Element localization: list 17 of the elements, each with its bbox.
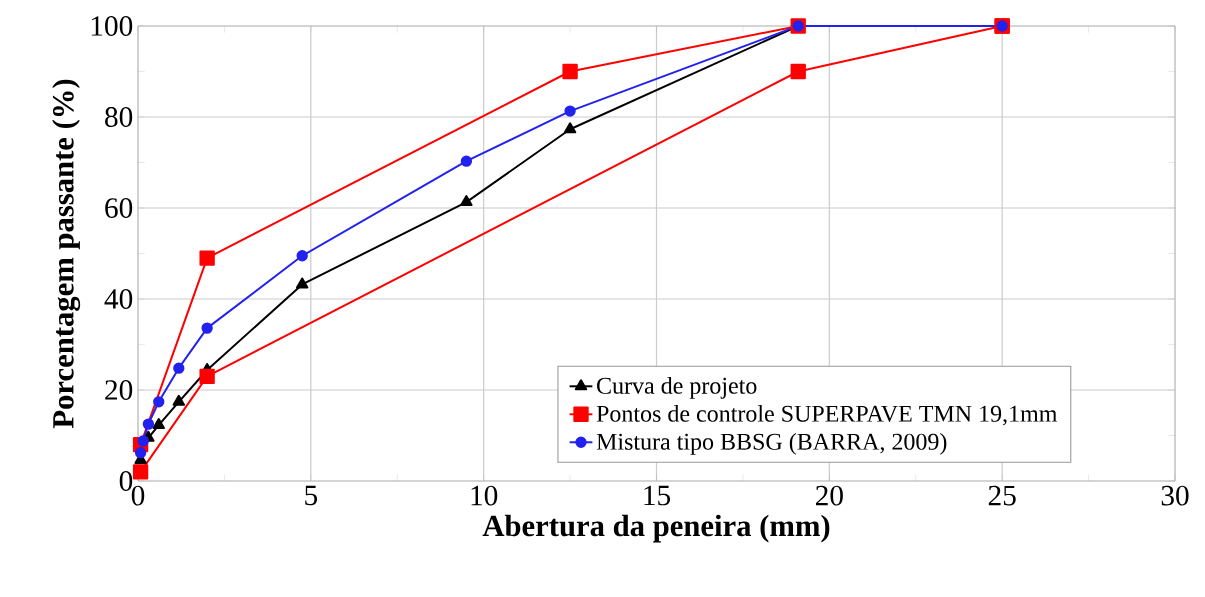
x-tick-label: 25 bbox=[988, 485, 1016, 506]
x-tick-label: 10 bbox=[471, 485, 498, 506]
x-tick-label: 30 bbox=[1161, 485, 1189, 506]
y-tick-label: 100 bbox=[91, 16, 133, 36]
y-tick-label: 80 bbox=[105, 107, 133, 127]
legend-label: Pontos de controle SUPERPAVE TMN 19,1mm bbox=[596, 404, 1058, 426]
x-tick-label: 5 bbox=[305, 485, 318, 506]
legend-label: Curva de projeto bbox=[597, 376, 757, 399]
legend-label: Mistura tipo BBSG (BARRA, 2009) bbox=[596, 432, 947, 455]
y-tick-label: 0 bbox=[119, 471, 133, 491]
y-tick-label: 60 bbox=[105, 198, 133, 218]
y-tick-label: 40 bbox=[104, 289, 133, 309]
y-axis-title: Porcentagem passante (%) bbox=[52, 79, 81, 429]
x-tick-label: 15 bbox=[644, 485, 671, 506]
x-axis-title: Abertura da peneira (mm) bbox=[482, 514, 830, 543]
x-tick-label: 20 bbox=[815, 485, 843, 506]
y-tick-label: 20 bbox=[105, 380, 133, 400]
